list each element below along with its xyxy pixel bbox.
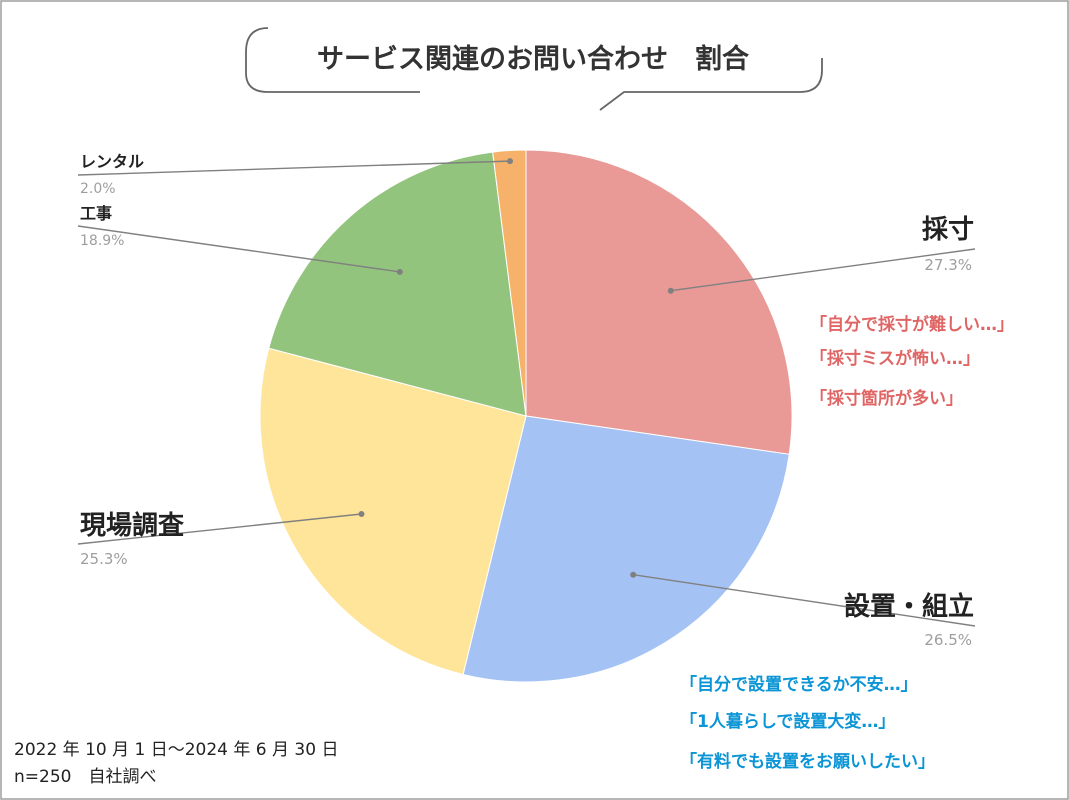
leader-line <box>77 513 362 545</box>
title-bracket-left <box>245 27 420 93</box>
slice-percent-rental: 2.0% <box>80 181 116 197</box>
pie-slice <box>525 149 793 455</box>
leader-line <box>77 160 511 176</box>
slice-label-secchi: 設置・組立 <box>844 591 974 622</box>
chart-title: サービス関連のお問い合わせ 割合 <box>317 43 749 75</box>
pie-slice <box>259 347 527 676</box>
slice-percent-genba: 25.3% <box>80 550 128 568</box>
title-bracket-tail <box>599 91 800 111</box>
slice-label-saisun: 採寸 <box>922 215 974 245</box>
saisun-comment-1: 「自分で採寸が難しい…」 <box>810 314 1014 335</box>
slice-percent-secchi: 26.5% <box>924 631 972 649</box>
secchi-comment-3: 「有料でも設置をお願いしたい」 <box>680 751 935 772</box>
saisun-comment-3: 「採寸箇所が多い」 <box>810 388 963 409</box>
slice-percent-saisun: 27.3% <box>924 256 972 274</box>
leader-lines <box>77 158 976 627</box>
pie-slice <box>462 415 790 683</box>
secchi-comment-1: 「自分で設置できるか不安…」 <box>680 674 918 695</box>
saisun-comment-2: 「採寸ミスが怖い…」 <box>810 348 980 369</box>
leader-line <box>77 225 400 273</box>
leader-line <box>633 574 976 627</box>
title-bracket-right <box>799 58 823 93</box>
sample-size: n=250 自社調べ <box>14 767 156 787</box>
slice-percent-kouji: 18.9% <box>80 233 124 249</box>
pie-slice <box>492 149 527 417</box>
leader-line <box>670 248 976 292</box>
slice-label-rental: レンタル <box>80 152 144 171</box>
survey-period: 2022 年 10 月 1 日～2024 年 6 月 30 日 <box>14 740 338 760</box>
pie-slice <box>268 151 527 417</box>
slice-label-genba: 現場調査 <box>80 510 184 541</box>
secchi-comment-2: 「1人暮らしで設置大変…」 <box>680 711 895 732</box>
pie-slices <box>259 149 793 683</box>
slice-label-kouji: 工事 <box>80 204 112 223</box>
